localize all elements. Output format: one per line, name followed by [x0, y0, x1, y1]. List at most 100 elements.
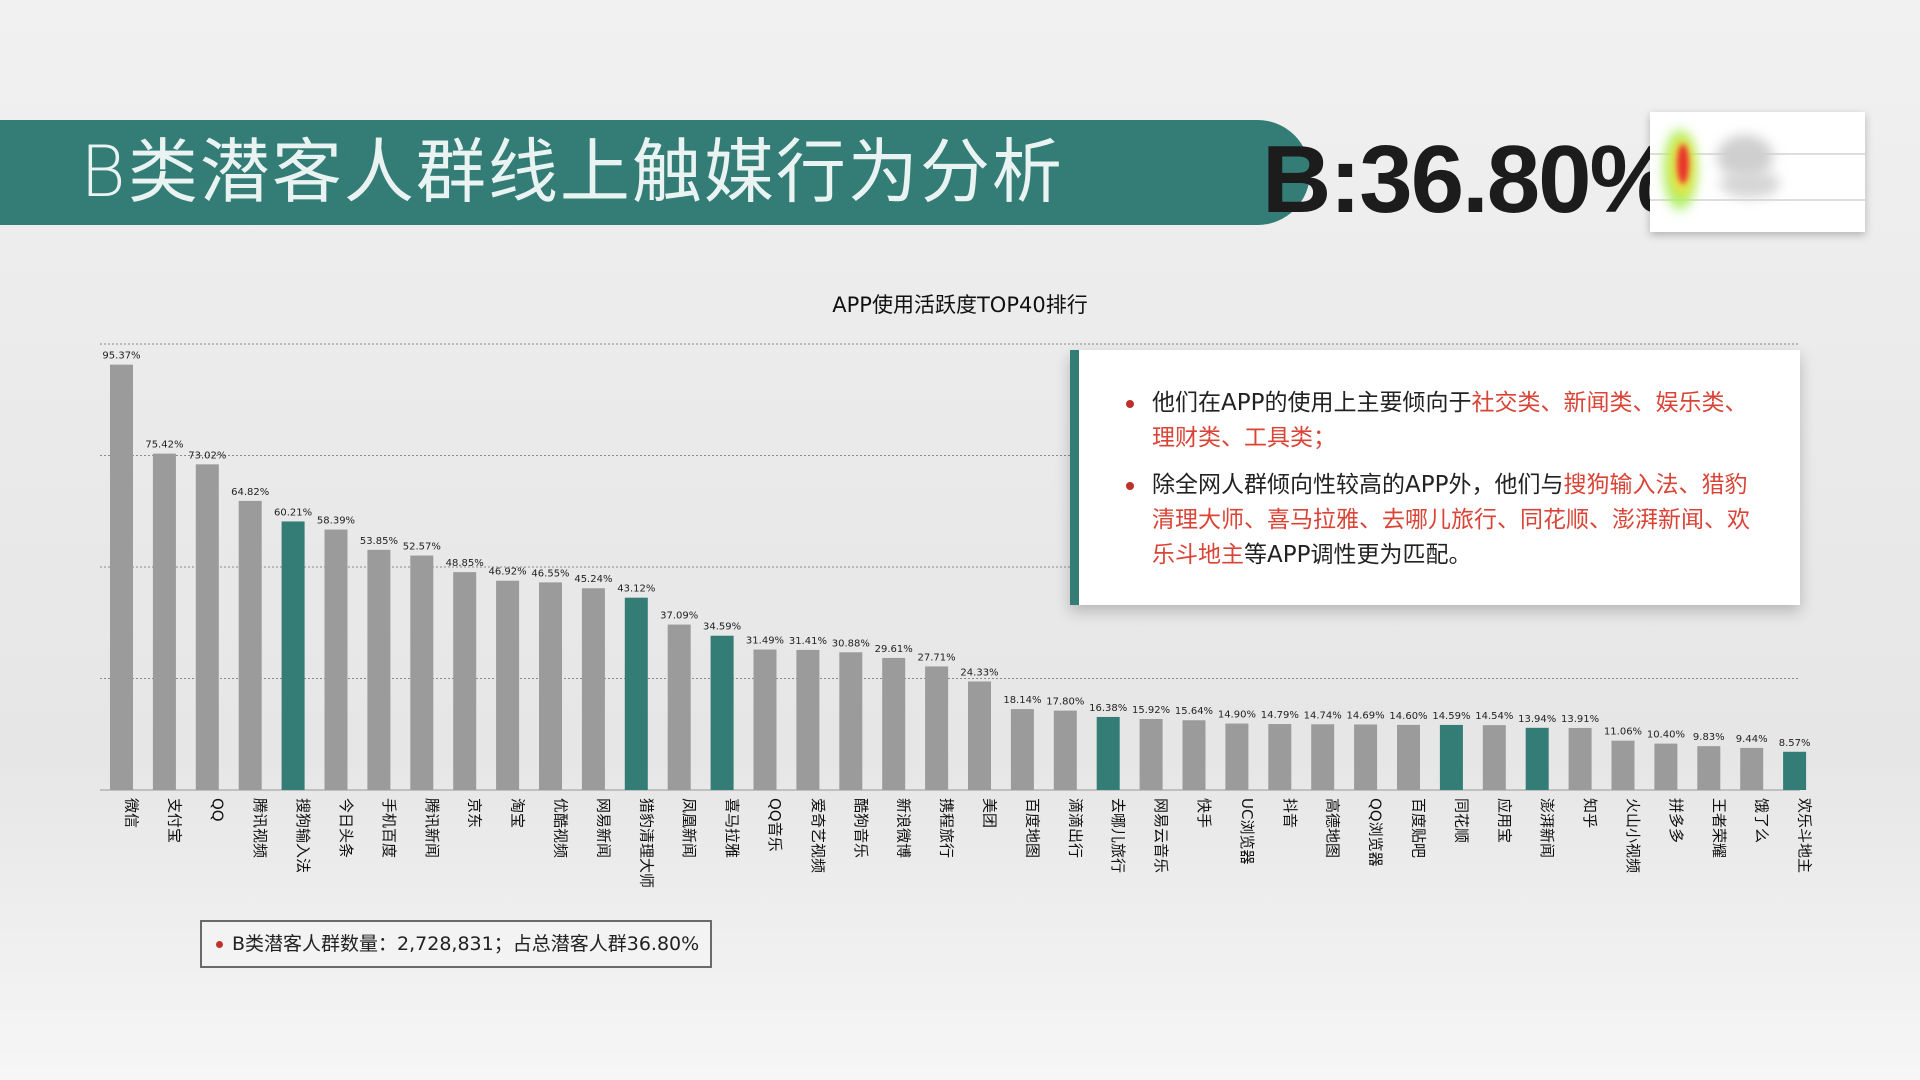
- insight-highlight: 搜狗输入法、猎豹清理大师、喜马拉雅、去哪儿旅行、同花顺、澎湃新闻、欢乐斗地主: [1152, 472, 1750, 568]
- category-label: 优酷视频: [552, 798, 570, 858]
- bar-value-label: 14.90%: [1218, 710, 1256, 721]
- category-label: 微信: [123, 798, 141, 828]
- category-label: 京东: [466, 798, 484, 828]
- category-label: 手机百度: [380, 798, 398, 858]
- bar-32: [1482, 725, 1506, 790]
- bar-37: [1697, 746, 1721, 790]
- bar-value-label: 37.09%: [660, 611, 698, 622]
- category-label: 淘宝: [509, 798, 527, 828]
- insight-bullet-2: 除全网人群倾向性较高的APP外，他们与搜狗输入法、猎豹清理大师、喜马拉雅、去哪儿…: [1124, 468, 1760, 573]
- category-label: 今日头条: [337, 798, 355, 858]
- heatmap-image: [1650, 130, 1865, 210]
- category-label: QQ音乐: [766, 798, 784, 852]
- bar-39: [1783, 751, 1807, 790]
- bar-14: [710, 635, 734, 790]
- bar-value-label: 14.60%: [1389, 711, 1427, 722]
- bar-30: [1397, 724, 1420, 790]
- bar-value-label: 8.57%: [1779, 738, 1811, 749]
- bar-1: [152, 453, 176, 790]
- bar-23: [1096, 716, 1120, 790]
- bar-10: [539, 582, 562, 790]
- heatmap-thumbnail: [1650, 112, 1865, 232]
- bar-value-label: 31.49%: [746, 636, 784, 647]
- page-title: B类潜客人群线上触媒行为分析: [80, 131, 1064, 213]
- category-label: 网易云音乐: [1152, 798, 1170, 873]
- bar-34: [1568, 727, 1592, 790]
- bar-value-label: 18.14%: [1003, 695, 1041, 706]
- category-label: 腾讯视频: [251, 798, 269, 858]
- bar-value-label: 75.42%: [145, 440, 183, 451]
- bar-value-label: 9.83%: [1693, 732, 1725, 743]
- category-label: 美团: [981, 798, 999, 828]
- category-label: 同花顺: [1452, 798, 1470, 843]
- bar-value-label: 46.55%: [531, 568, 569, 579]
- category-label: 搜狗输入法: [294, 798, 312, 873]
- bar-value-label: 14.54%: [1475, 711, 1513, 722]
- bar-35: [1611, 740, 1635, 790]
- bar-value-label: 60.21%: [274, 507, 312, 518]
- category-label: 知乎: [1581, 798, 1599, 828]
- insight-highlight: 社交类、新闻类、娱乐类、理财类、工具类；: [1152, 390, 1748, 451]
- bar-value-label: 52.57%: [403, 542, 441, 553]
- bar-value-label: 17.80%: [1046, 697, 1084, 708]
- category-label: 百度贴吧: [1410, 798, 1428, 858]
- bar-19: [925, 666, 949, 790]
- bar-value-label: 95.37%: [102, 351, 140, 362]
- segment-percentage: B:36.80%: [1262, 126, 1675, 233]
- bar-28: [1311, 724, 1335, 790]
- category-label: 快手: [1195, 798, 1213, 828]
- bar-38: [1740, 747, 1764, 790]
- bar-27: [1268, 724, 1292, 790]
- bullet-dot-icon: [216, 941, 223, 948]
- bar-value-label: 13.94%: [1518, 714, 1556, 725]
- bar-24: [1139, 718, 1163, 790]
- bar-value-label: 24.33%: [960, 667, 998, 678]
- bullet-dot-icon: [1126, 482, 1134, 490]
- bar-8: [453, 572, 477, 790]
- bar-20: [968, 681, 991, 790]
- bar-value-label: 15.92%: [1132, 705, 1170, 716]
- bar-12: [624, 597, 648, 790]
- category-label: 网易新闻: [594, 798, 612, 858]
- segment-size-note: B类潜客人群数量：2,728,831；占总潜客人群36.80%: [200, 920, 712, 968]
- bar-value-label: 34.59%: [703, 622, 741, 633]
- bar-18: [882, 657, 906, 790]
- bar-5: [324, 529, 348, 790]
- bar-value-label: 48.85%: [446, 558, 484, 569]
- bar-17: [839, 652, 863, 790]
- bar-value-label: 45.24%: [574, 574, 612, 585]
- bar-value-label: 30.88%: [832, 638, 870, 649]
- insight-text: 等APP调性更为匹配。: [1244, 542, 1472, 568]
- bar-value-label: 46.92%: [489, 567, 527, 578]
- bar-15: [753, 649, 777, 790]
- bar-value-label: 16.38%: [1089, 703, 1127, 714]
- bar-value-label: 58.39%: [317, 516, 355, 527]
- bar-value-label: 11.06%: [1604, 727, 1642, 738]
- category-label: 饿了么: [1753, 798, 1771, 843]
- chart-title: APP使用活跃度TOP40排行: [832, 293, 1087, 317]
- bar-29: [1354, 724, 1378, 790]
- category-label: QQ: [208, 798, 226, 822]
- bar-9: [496, 580, 520, 790]
- bar-value-label: 53.85%: [360, 536, 398, 547]
- category-label: 喜马拉雅: [723, 798, 741, 858]
- category-label: 欢乐斗地主: [1796, 798, 1814, 873]
- category-label: 应用宝: [1495, 798, 1513, 843]
- category-label: QQ浏览器: [1367, 798, 1385, 867]
- segment-size-text: B类潜客人群数量：2,728,831；占总潜客人群36.80%: [232, 933, 700, 955]
- bar-value-label: 14.74%: [1304, 710, 1342, 721]
- category-label: 酷狗音乐: [852, 798, 870, 858]
- category-label: 拼多多: [1667, 798, 1685, 843]
- bar-value-label: 31.41%: [789, 636, 827, 647]
- bar-7: [410, 555, 434, 790]
- bar-13: [667, 624, 691, 790]
- category-label: 支付宝: [165, 798, 183, 843]
- category-label: 携程旅行: [938, 798, 956, 858]
- category-label: 凤凰新闻: [680, 798, 698, 858]
- bar-value-label: 13.91%: [1561, 714, 1599, 725]
- bar-36: [1654, 743, 1678, 790]
- category-label: 猎豹清理大师: [637, 798, 655, 888]
- bar-16: [796, 649, 820, 790]
- bar-value-label: 64.82%: [231, 487, 269, 498]
- bullet-dot-icon: [1126, 400, 1134, 408]
